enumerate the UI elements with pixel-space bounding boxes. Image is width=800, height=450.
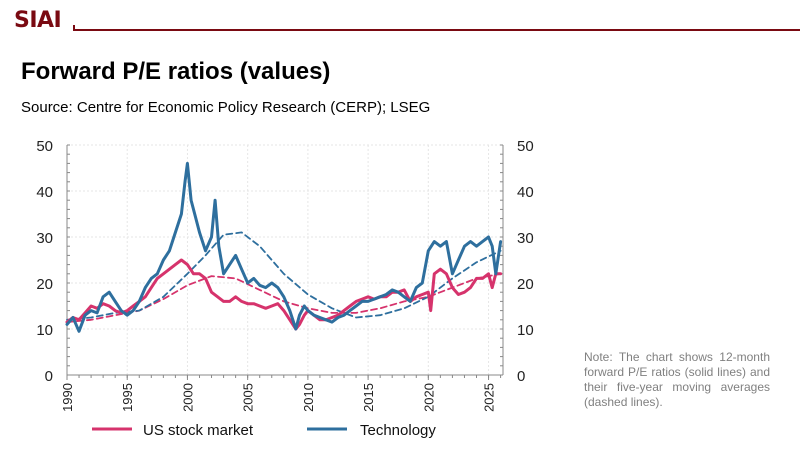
- y-tick-label-left: 20: [36, 276, 53, 293]
- x-tick-label: 1995: [120, 383, 135, 412]
- series-line-technology-5y-ma: [66, 231, 502, 321]
- header-rule-tick: [73, 25, 75, 31]
- x-tick-label: 2015: [361, 383, 376, 412]
- source-text: Source: Centre for Economic Policy Resea…: [21, 99, 431, 116]
- y-tick-label-right: 10: [517, 322, 534, 339]
- siai-logo: SIAI: [14, 8, 62, 33]
- y-tick-label-right: 0: [517, 368, 525, 385]
- y-tick-label-left: 30: [36, 230, 53, 247]
- page-title: Forward P/E ratios (values): [21, 58, 331, 85]
- legend: US stock market Technology: [92, 422, 436, 439]
- y-tick-label-right: 30: [517, 230, 534, 247]
- y-tick-label-right: 40: [517, 184, 534, 201]
- x-tick-label: 2005: [241, 383, 256, 412]
- legend-label-us: US stock market: [143, 422, 254, 439]
- y-tick-label-right: 20: [517, 276, 534, 293]
- legend-label-tech: Technology: [360, 422, 436, 439]
- y-tick-label-left: 50: [36, 138, 53, 155]
- y-tick-label-left: 0: [45, 368, 53, 385]
- series-line-technology: [65, 161, 503, 333]
- x-tick-label: 2000: [180, 383, 195, 412]
- y-tick-label-left: 10: [36, 322, 53, 339]
- x-tick-label: 1990: [60, 383, 75, 412]
- x-tick-label: 2010: [301, 383, 316, 412]
- y-tick-label-right: 50: [517, 138, 534, 155]
- chart-note: Note: The chart shows 12-month forward P…: [584, 350, 770, 409]
- series-lines: [65, 161, 503, 333]
- y-tick-label-left: 40: [36, 184, 53, 201]
- x-tick-label: 2020: [421, 383, 436, 412]
- grid: [67, 144, 503, 375]
- x-tick-label: 2025: [482, 383, 497, 412]
- header-rule: [73, 29, 800, 31]
